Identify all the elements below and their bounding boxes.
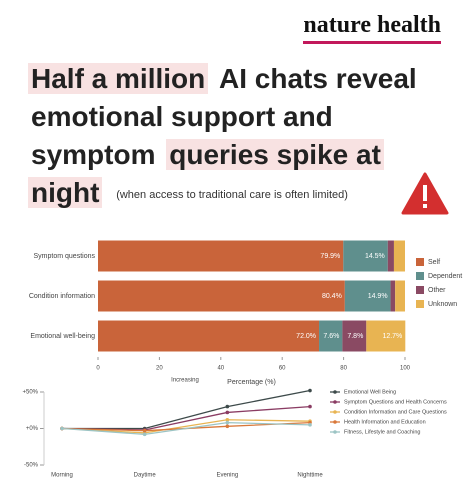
bar-segment bbox=[343, 240, 388, 272]
bar-segment bbox=[344, 280, 391, 312]
x-tick-label: 80 bbox=[340, 366, 347, 372]
warning-icon bbox=[401, 172, 449, 215]
legend-swatch bbox=[416, 286, 424, 294]
series-line bbox=[62, 389, 311, 430]
value-label: 14.9% bbox=[368, 293, 388, 300]
headline: Half a million AI chats reveal emotional… bbox=[28, 60, 448, 214]
bar-segment bbox=[366, 320, 406, 352]
category-label: Condition information bbox=[29, 293, 95, 300]
headline-segment: emotional support and bbox=[31, 101, 333, 132]
note: (when access to traditional care is ofte… bbox=[116, 188, 348, 201]
bar-segment bbox=[319, 320, 343, 352]
point bbox=[60, 426, 64, 431]
warning-bar bbox=[423, 185, 427, 201]
y-tick-label: +50% bbox=[22, 390, 38, 396]
value-label: 72.0% bbox=[296, 333, 316, 340]
bar-segment bbox=[395, 280, 405, 312]
point bbox=[225, 417, 230, 422]
legend-label: Health Information and Education bbox=[344, 419, 426, 425]
legend-label: Dependent bbox=[428, 273, 462, 280]
headline-line: symptom queries spike at bbox=[28, 136, 448, 174]
warning-dot bbox=[423, 204, 427, 208]
legend-label: Unknown bbox=[428, 301, 457, 308]
bar-segment bbox=[393, 240, 405, 272]
point bbox=[142, 428, 147, 433]
point bbox=[225, 424, 230, 429]
value-label: 12.7% bbox=[382, 333, 402, 340]
legend-marker bbox=[333, 410, 337, 414]
value-label: 14.5% bbox=[365, 253, 385, 260]
x-tick-label: Nighttime bbox=[297, 473, 323, 479]
x-tick-label: 60 bbox=[279, 366, 286, 372]
headline-line: emotional support and bbox=[28, 98, 448, 136]
legend-marker bbox=[333, 430, 337, 434]
legend-marker bbox=[333, 420, 337, 424]
bar-segment bbox=[98, 320, 320, 352]
x-tick-label: Daytime bbox=[134, 473, 157, 479]
point bbox=[308, 388, 312, 393]
legend-label: Other bbox=[428, 287, 446, 294]
legend-marker bbox=[333, 400, 337, 404]
series-line bbox=[61, 422, 311, 435]
legend-swatch bbox=[416, 300, 424, 308]
legend-label: Emotional Well Being bbox=[344, 389, 396, 395]
legend-label: Fitness, Lifestyle and Coaching bbox=[344, 429, 420, 435]
headline-segment: symptom bbox=[31, 139, 156, 170]
legend-label: Self bbox=[428, 259, 440, 266]
legend-swatch bbox=[416, 272, 424, 280]
x-tick-label: 40 bbox=[217, 366, 224, 372]
legend-swatch bbox=[416, 258, 424, 266]
headline-line: night (when access to traditional care i… bbox=[28, 174, 448, 214]
point bbox=[308, 423, 312, 427]
legend-label: Condition Information and Care Questions bbox=[344, 409, 447, 415]
headline-segment: Half a million bbox=[28, 63, 209, 94]
headline-segment: night bbox=[28, 177, 103, 208]
x-tick-label: Evening bbox=[216, 473, 238, 479]
bar-segment bbox=[390, 280, 396, 312]
point bbox=[142, 432, 147, 437]
bar-segment bbox=[387, 240, 394, 272]
point bbox=[225, 404, 230, 409]
x-axis-label: Percentage (%) bbox=[227, 379, 276, 386]
chart-title: Increasing bbox=[171, 378, 199, 384]
category-label: Emotional well-being bbox=[30, 333, 95, 340]
value-label: 80.4% bbox=[322, 293, 342, 300]
value-label: 7.6% bbox=[323, 333, 339, 340]
bar-segment bbox=[342, 320, 367, 352]
legend-marker bbox=[333, 390, 337, 394]
brand: nature health bbox=[303, 12, 441, 44]
legend-label: Symptom Questions and Health Concerns bbox=[344, 399, 447, 405]
series-line bbox=[61, 419, 311, 434]
point bbox=[225, 420, 230, 425]
x-tick-label: 100 bbox=[400, 366, 411, 372]
y-tick-label: +0% bbox=[26, 426, 39, 432]
y-tick-label: -50% bbox=[24, 463, 39, 469]
headline-segment: queries spike at bbox=[166, 139, 384, 170]
category-label: Symptom questions bbox=[34, 253, 96, 260]
value-label: 79.9% bbox=[320, 253, 340, 260]
x-tick-label: Morning bbox=[51, 473, 73, 479]
bar-segment bbox=[98, 240, 344, 272]
point bbox=[308, 404, 312, 409]
headline-line: Half a million AI chats reveal bbox=[28, 60, 448, 98]
point bbox=[225, 410, 230, 415]
x-tick-label: 0 bbox=[96, 366, 100, 372]
x-tick-label: 20 bbox=[156, 366, 163, 372]
headline-segment: AI chats reveal bbox=[219, 63, 417, 94]
bar-segment bbox=[98, 280, 345, 312]
value-label: 7.8% bbox=[347, 333, 363, 340]
